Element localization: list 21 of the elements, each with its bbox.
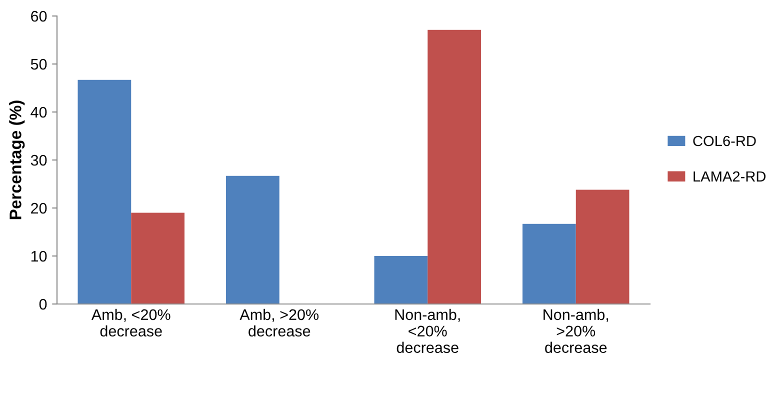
y-tick-label: 10 <box>31 250 47 262</box>
bar <box>522 224 576 304</box>
y-tick-label: 50 <box>30 58 47 70</box>
y-tick-label: 30 <box>30 154 47 166</box>
x-tick-label: Non-amb, >20% decrease <box>544 308 608 353</box>
bar <box>428 30 481 304</box>
bar <box>78 80 132 304</box>
bar <box>131 212 184 304</box>
x-tick-label: Non-amb, <20% decrease <box>395 308 460 353</box>
legend-label: LAMA2-RD <box>694 171 766 182</box>
y-tick-label: 60 <box>31 10 47 22</box>
y-tick-label: 0 <box>39 298 47 310</box>
bar <box>374 256 428 304</box>
bar <box>576 190 630 304</box>
x-tick-label: Amb, >20% decrease <box>240 308 319 337</box>
legend-label: COL6-RD <box>693 136 756 146</box>
y-axis-title: Percentage (%) <box>9 100 25 220</box>
bar <box>226 176 280 304</box>
y-tick-label: 40 <box>30 106 47 118</box>
x-tick-label: Amb, <20% decrease <box>91 308 170 337</box>
y-tick-label: 20 <box>31 202 47 214</box>
